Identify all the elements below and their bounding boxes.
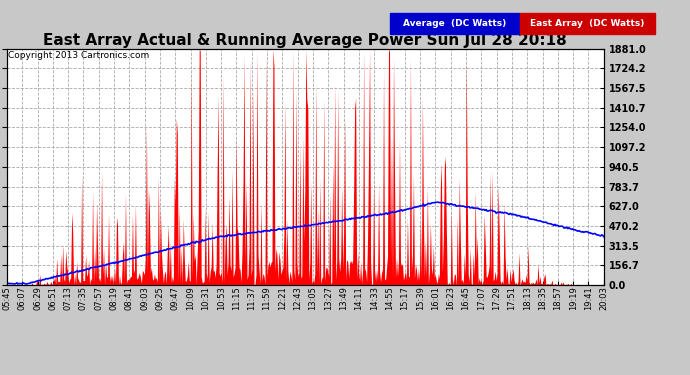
Text: East Array  (DC Watts): East Array (DC Watts)	[531, 19, 644, 28]
Title: East Array Actual & Running Average Power Sun Jul 28 20:18: East Array Actual & Running Average Powe…	[43, 33, 567, 48]
Text: Average  (DC Watts): Average (DC Watts)	[403, 19, 506, 28]
Text: Copyright 2013 Cartronics.com: Copyright 2013 Cartronics.com	[8, 51, 150, 60]
